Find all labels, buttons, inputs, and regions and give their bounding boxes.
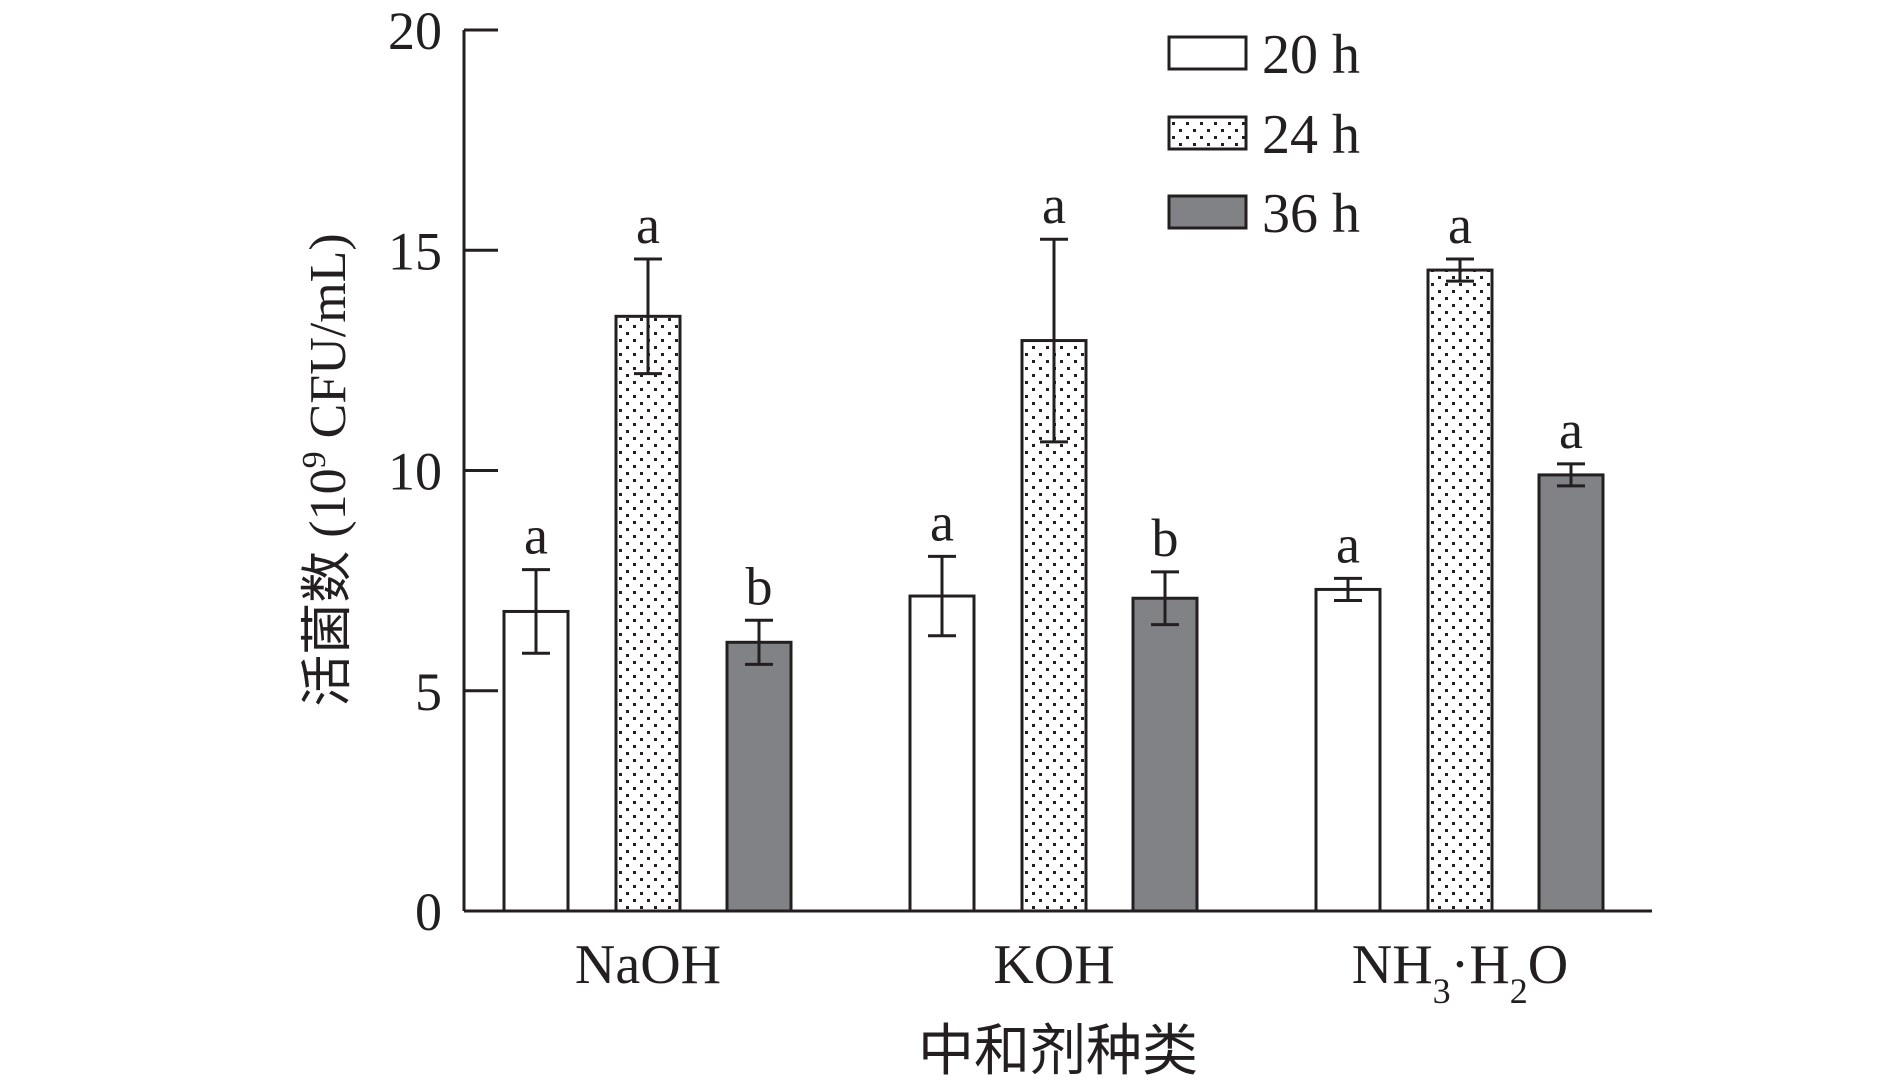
bar: [725, 640, 793, 913]
y-tick-label: 20: [388, 1, 442, 61]
significance-label: a: [636, 195, 660, 255]
significance-label: b: [746, 556, 773, 616]
x-tick-label: NaOH: [575, 934, 721, 996]
bar: [908, 594, 976, 913]
significance-label: a: [1448, 195, 1472, 255]
bar: [1537, 473, 1605, 913]
legend-label: 20 h: [1262, 24, 1360, 86]
bar: [1131, 596, 1199, 913]
significance-label: a: [930, 492, 954, 552]
y-tick-label: 0: [415, 882, 442, 942]
legend-label: 36 h: [1262, 183, 1360, 245]
legend-swatch: [1167, 194, 1248, 230]
significance-label: a: [1559, 400, 1583, 460]
y-axis-label: 活菌数 (109 CFU/mL): [296, 233, 357, 706]
x-axis-label: 中和剂种类: [918, 1021, 1198, 1083]
significance-label: a: [524, 506, 548, 566]
legend: 20 h 24 h 36 h: [1167, 24, 1360, 245]
bar: [1314, 587, 1382, 913]
significance-label: b: [1152, 508, 1179, 568]
x-tick-label: KOH: [993, 934, 1114, 996]
significance-label: a: [1336, 514, 1360, 574]
bar: [502, 609, 570, 913]
axes: 0 5 10 15 20 活菌数 (109 CFU/mL) NaOH KOH NH3·H2O 中和…: [296, 1, 1652, 1083]
legend-swatch: [1167, 35, 1248, 71]
bar: [1426, 268, 1494, 913]
x-tick-label: NH3·H2O: [1352, 934, 1568, 1011]
legend-label: 24 h: [1262, 104, 1360, 166]
legend-swatch: [1167, 115, 1248, 151]
significance-label: a: [1042, 175, 1066, 235]
y-tick-label: 10: [388, 442, 442, 502]
bars-layer: a a a a a a b b a: [502, 175, 1605, 913]
y-tick-label: 15: [388, 221, 442, 281]
bar: [614, 314, 682, 913]
y-tick-label: 5: [415, 662, 442, 722]
